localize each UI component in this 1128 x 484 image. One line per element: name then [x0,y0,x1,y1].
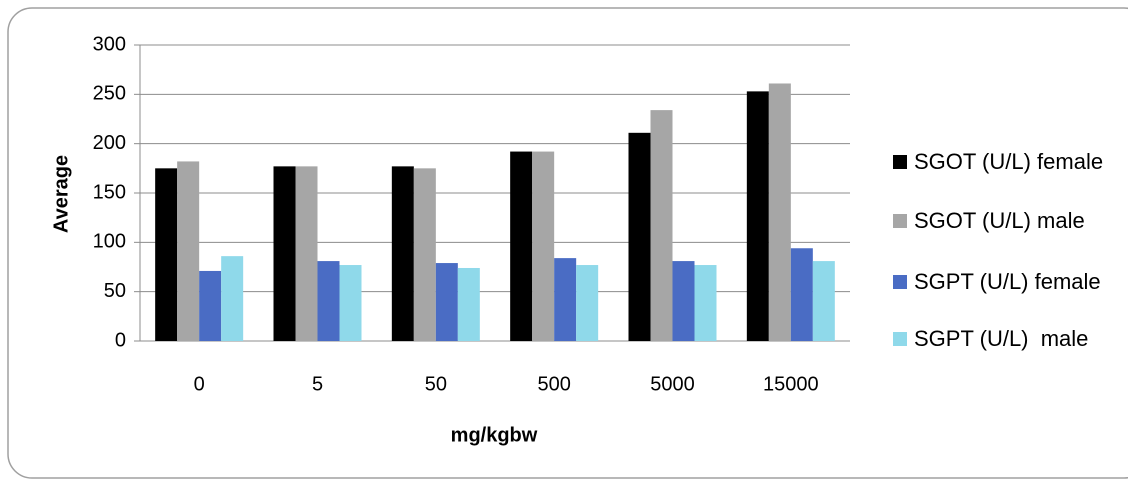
bar [413,168,436,341]
y-tick-label: 100 [93,231,126,253]
legend-swatch [893,275,907,289]
x-tick-label: 15000 [763,373,819,395]
bar [746,91,769,341]
bar [155,168,178,341]
y-tick-label: 150 [93,181,126,203]
bar [768,83,791,341]
bar [435,263,458,341]
bar [199,270,222,341]
bar [510,151,533,341]
bar [317,261,340,341]
x-tick-label: 0 [194,373,205,395]
x-tick-label: 5 [312,373,323,395]
bar [221,256,244,341]
bar [672,261,695,341]
bar [339,265,362,341]
bar [457,267,480,341]
x-tick-label: 500 [537,373,570,395]
x-axis-title: mg/kgbw [451,424,538,446]
y-tick-label: 50 [104,280,126,302]
bar [295,166,318,341]
chart-frame [7,7,1128,479]
y-tick-label: 250 [93,83,126,105]
y-tick-label: 0 [115,329,126,351]
bar [694,265,717,341]
legend-label: SGPT (U/L) male [914,326,1088,351]
bar [391,166,414,341]
bar [532,151,555,341]
bar [554,258,577,341]
bar [576,265,599,341]
legend-label: SGOT (U/L) female [914,149,1103,174]
bar [650,110,673,342]
legend-swatch [893,332,907,346]
x-tick-label: 5000 [650,373,695,395]
legend-swatch [893,155,907,169]
legend-label: SGPT (U/L) female [914,269,1101,294]
bar [812,261,835,341]
bar [177,161,200,341]
legend-label: SGOT (U/L) male [914,208,1085,233]
legend-swatch [893,214,907,228]
y-axis-title: Average [50,155,72,233]
bar [273,166,296,341]
y-tick-label: 300 [93,33,126,55]
y-tick-label: 200 [93,132,126,154]
x-tick-label: 50 [425,373,447,395]
bar [790,248,813,341]
bar [628,132,651,341]
